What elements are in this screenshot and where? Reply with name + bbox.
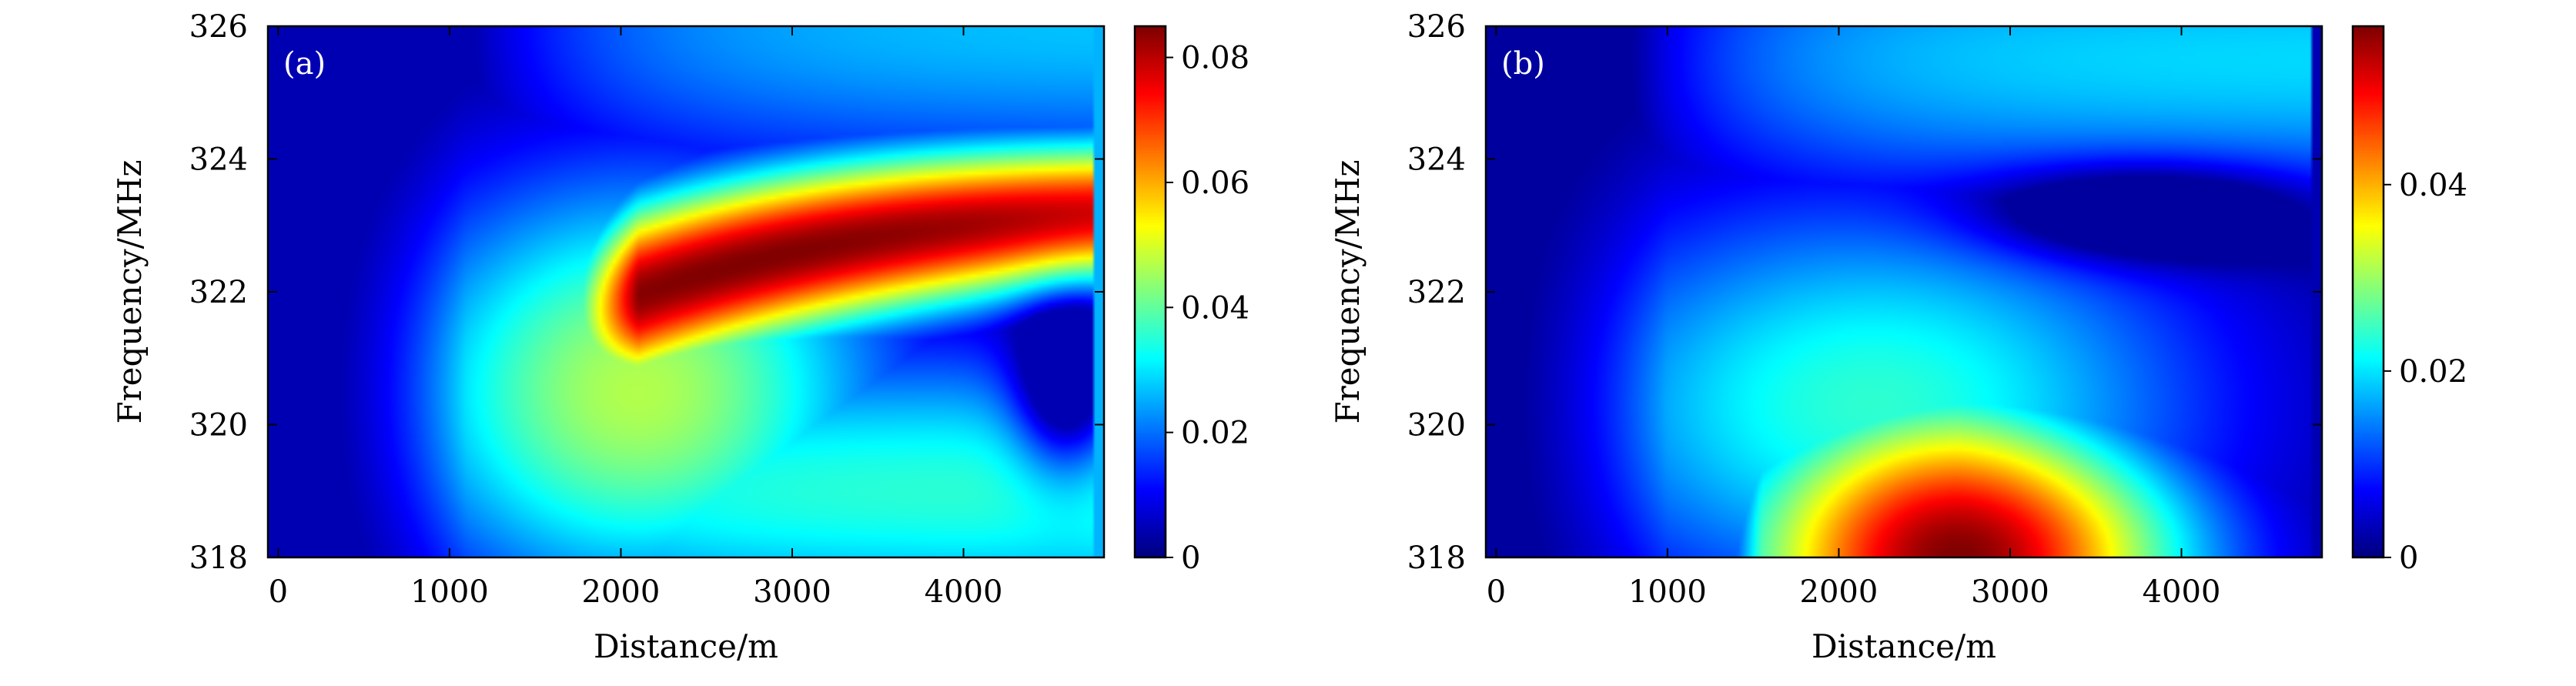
x-tick-label: 3000 (753, 574, 831, 610)
x-tick-label: 0 (269, 574, 288, 610)
y-tick-label: 318 (1407, 540, 1466, 576)
y-tick-label: 322 (1407, 275, 1466, 310)
x-tick-label: 4000 (2143, 574, 2221, 610)
colorbar-tick-label: 0.04 (1181, 290, 1250, 326)
x-tick-label: 2000 (582, 574, 661, 610)
y-axis-label: Frequency/MHz (111, 159, 149, 423)
colorbar-tick-label: 0 (2399, 540, 2418, 576)
x-axis-label: Distance/m (594, 627, 778, 665)
y-tick-label: 324 (189, 142, 248, 178)
colorbar-frame (2351, 25, 2385, 559)
y-tick-label: 320 (189, 408, 248, 443)
colorbar-tick-label: 0.02 (2399, 354, 2467, 390)
panel-b: 0 1000 2000 3000 4000 318 320 322 324 326 Distance… (1329, 9, 2467, 665)
colorbar-gradient (2353, 26, 2384, 557)
panel-a: 0 1000 2000 3000 4000 318 320 322 324 326 Distance… (111, 9, 1250, 665)
x-axis-label: Distance/m (1812, 627, 1996, 665)
colorbar-tick-label: 0.02 (1181, 416, 1250, 451)
panel-tag: (b) (1501, 46, 1545, 82)
heatmap-image (268, 26, 1104, 557)
y-tick-label: 326 (1407, 9, 1466, 45)
panel-tag: (a) (283, 46, 326, 82)
colorbar-frame (1133, 25, 1167, 559)
y-tick-label: 326 (189, 9, 248, 45)
colorbar-gradient (1135, 26, 1166, 557)
y-axis-label: Frequency/MHz (1329, 159, 1367, 423)
colorbar-tick-label: 0 (1181, 540, 1200, 576)
x-tick-label: 3000 (1971, 574, 2049, 610)
x-tick-label: 1000 (410, 574, 489, 610)
y-tick-label: 324 (1407, 142, 1466, 178)
x-tick-label: 0 (1487, 574, 1506, 610)
x-tick-label: 1000 (1628, 574, 1707, 610)
y-tick-label: 320 (1407, 408, 1466, 443)
y-tick-label: 322 (189, 275, 248, 310)
colorbar-tick-label: 0.04 (2399, 168, 2467, 203)
heatmap-image (1486, 26, 2322, 557)
x-tick-label: 4000 (925, 574, 1003, 610)
colorbar-tick-label: 0.06 (1181, 166, 1250, 201)
colorbar-tick-label: 0.08 (1181, 41, 1250, 76)
x-tick-label: 2000 (1800, 574, 1878, 610)
y-tick-label: 318 (189, 540, 248, 576)
